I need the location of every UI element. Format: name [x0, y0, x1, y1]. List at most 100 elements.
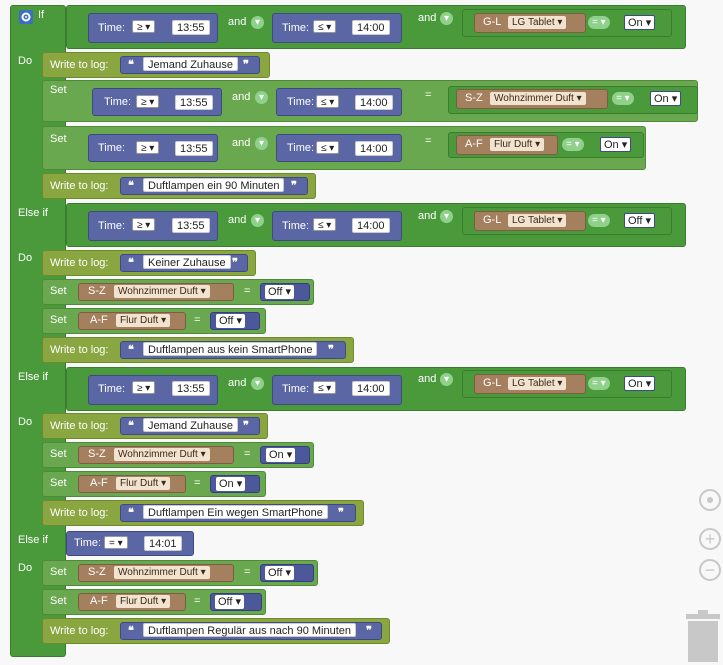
- and-dropdown[interactable]: ▾: [255, 137, 269, 150]
- device-dropdown[interactable]: LG Tablet ▾: [508, 377, 567, 390]
- write-log-label: Write to log:: [50, 180, 109, 192]
- operator-dropdown[interactable]: ≥ ▾: [136, 141, 160, 154]
- state-value[interactable]: On ▾: [624, 376, 656, 391]
- device-dropdown[interactable]: Flur Duft ▾: [116, 477, 171, 490]
- log-text[interactable]: Duftlampen Ein wegen SmartPhone: [143, 505, 328, 519]
- log-text[interactable]: Duftlampen aus kein SmartPhone: [143, 342, 318, 356]
- do-label: Do: [18, 252, 33, 264]
- log-text[interactable]: Duftlampen Regulär aus nach 90 Minuten: [143, 623, 357, 637]
- quote-open: ❝: [128, 257, 134, 269]
- device-dropdown[interactable]: LG Tablet ▾: [508, 214, 567, 227]
- time-value[interactable]: 13:55: [175, 95, 213, 110]
- operator-dropdown[interactable]: ≥ ▾: [132, 20, 156, 33]
- and-dropdown[interactable]: ▾: [251, 377, 265, 390]
- and-label: and: [418, 210, 437, 222]
- zoom-out-icon[interactable]: −: [699, 559, 721, 581]
- eq-dropdown[interactable]: = ▾: [612, 92, 634, 105]
- device-group: S-Z: [465, 92, 483, 104]
- time-label: Time:: [282, 220, 310, 232]
- set-label: Set: [50, 595, 67, 607]
- time-label: Time:: [98, 220, 126, 232]
- state-value[interactable]: Off ▾: [215, 595, 245, 609]
- trash-icon[interactable]: [684, 610, 722, 662]
- eq-label: =: [244, 566, 251, 578]
- operator-dropdown[interactable]: = ▾: [104, 536, 128, 549]
- operator-dropdown[interactable]: ≤ ▾: [316, 141, 340, 154]
- eq-label: =: [194, 595, 201, 607]
- and-dropdown[interactable]: ▾: [440, 12, 454, 25]
- device-dropdown[interactable]: Flur Duft ▾: [490, 138, 545, 151]
- operator-dropdown[interactable]: ≤ ▾: [316, 95, 340, 108]
- device-dropdown[interactable]: Wohnzimmer Duft ▾: [114, 566, 210, 579]
- and-dropdown[interactable]: ▾: [440, 210, 454, 223]
- state-value[interactable]: On ▾: [624, 15, 656, 30]
- time-value[interactable]: 14:00: [355, 141, 393, 156]
- else-if-label: Else if: [18, 371, 48, 383]
- eq-dropdown[interactable]: = ▾: [588, 377, 610, 390]
- target-icon[interactable]: [699, 489, 721, 511]
- device-dropdown[interactable]: Wohnzimmer Duft ▾: [490, 92, 586, 105]
- quote-open: ❝: [128, 420, 134, 432]
- operator-dropdown[interactable]: ≥ ▾: [132, 218, 156, 231]
- time-value[interactable]: 13:55: [172, 20, 210, 35]
- time-value[interactable]: 13:55: [172, 218, 210, 233]
- quote-open: ❝: [128, 344, 134, 356]
- device-dropdown[interactable]: LG Tablet ▾: [508, 16, 567, 29]
- eq-dropdown[interactable]: = ▾: [588, 214, 610, 227]
- log-text[interactable]: Duftlampen ein 90 Minuten: [143, 178, 285, 192]
- device-dropdown[interactable]: Wohnzimmer Duft ▾: [114, 448, 210, 461]
- log-text[interactable]: Jemand Zuhause: [143, 57, 238, 71]
- time-value[interactable]: 14:00: [355, 95, 393, 110]
- state-value[interactable]: Off ▾: [265, 285, 295, 299]
- and-dropdown[interactable]: ▾: [251, 16, 265, 29]
- state-value[interactable]: On ▾: [266, 448, 296, 462]
- state-value[interactable]: On ▾: [216, 477, 246, 491]
- time-value[interactable]: 14:00: [352, 381, 390, 396]
- and-dropdown[interactable]: ▾: [255, 91, 269, 104]
- write-log-label: Write to log:: [50, 59, 109, 71]
- quote-close: ❞: [232, 257, 238, 269]
- log-text[interactable]: Jemand Zuhause: [143, 418, 238, 432]
- operator-dropdown[interactable]: ≤ ▾: [313, 381, 337, 394]
- time-value[interactable]: 13:55: [175, 141, 213, 156]
- device-dropdown[interactable]: Wohnzimmer Duft ▾: [114, 285, 210, 298]
- device-dropdown[interactable]: Flur Duft ▾: [116, 595, 171, 608]
- quote-close: ❞: [243, 59, 249, 71]
- and-dropdown[interactable]: ▾: [251, 214, 265, 227]
- eq-dropdown[interactable]: = ▾: [588, 16, 610, 29]
- and-dropdown[interactable]: ▾: [440, 373, 454, 386]
- set-label: Set: [50, 566, 67, 578]
- and-label: and: [232, 91, 251, 103]
- quote-close: ❞: [328, 344, 334, 356]
- time-compare[interactable]: [272, 211, 402, 241]
- operator-dropdown[interactable]: ≤ ▾: [313, 20, 337, 33]
- zoom-in-icon[interactable]: +: [699, 528, 721, 550]
- time-value[interactable]: 14:00: [352, 20, 390, 35]
- quote-close: ❞: [243, 420, 249, 432]
- device-group: A-F: [465, 138, 483, 150]
- operator-dropdown[interactable]: ≤ ▾: [313, 218, 337, 231]
- state-value[interactable]: On ▾: [600, 137, 632, 152]
- state-value[interactable]: Off ▾: [624, 213, 656, 228]
- time-label: Time:: [287, 96, 315, 108]
- eq-label: =: [425, 89, 432, 101]
- state-value[interactable]: On ▾: [650, 91, 682, 106]
- time-label: Time:: [282, 383, 310, 395]
- device-dropdown[interactable]: Flur Duft ▾: [116, 314, 171, 327]
- set-label: Set: [50, 285, 67, 297]
- device-group: G-L: [483, 16, 502, 28]
- state-value[interactable]: Off ▾: [265, 566, 295, 580]
- if-label: If: [38, 9, 45, 21]
- operator-dropdown[interactable]: ≥ ▾: [136, 95, 160, 108]
- eq-label: =: [244, 285, 251, 297]
- time-value[interactable]: 14:01: [144, 536, 182, 551]
- time-value[interactable]: 14:00: [352, 218, 390, 233]
- time-value[interactable]: 13:55: [172, 381, 210, 396]
- and-label: and: [418, 12, 437, 24]
- eq-dropdown[interactable]: = ▾: [562, 138, 584, 151]
- operator-dropdown[interactable]: ≥ ▾: [132, 381, 156, 394]
- write-log-label: Write to log:: [50, 625, 109, 637]
- log-text[interactable]: Keiner Zuhause: [143, 255, 231, 269]
- state-value[interactable]: Off ▾: [216, 314, 246, 328]
- gear-icon[interactable]: [19, 10, 33, 24]
